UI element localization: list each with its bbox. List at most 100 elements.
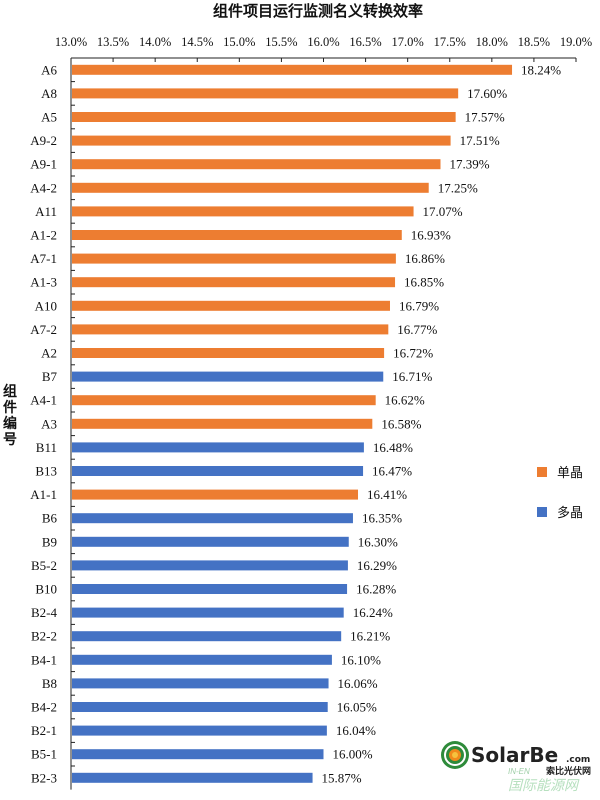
x-tick-label: 14.0% bbox=[139, 35, 171, 49]
x-tick-label: 15.5% bbox=[265, 35, 297, 49]
value-label: 16.72% bbox=[393, 346, 433, 361]
value-label: 16.93% bbox=[411, 228, 451, 243]
x-tick-label: 18.5% bbox=[518, 35, 550, 49]
x-tick-label: 16.0% bbox=[307, 35, 339, 49]
value-label: 16.41% bbox=[367, 487, 407, 502]
category-labels: A6 A8 A5 A9-2 A9-1 A4-2 A11 A1-2 A7-1 A1-3 A10 A7-2… bbox=[30, 62, 57, 785]
category-label: A3 bbox=[41, 416, 57, 431]
category-label: B4-1 bbox=[31, 652, 57, 667]
x-tick-label: 14.5% bbox=[181, 35, 213, 49]
x-tick-label: 13.5% bbox=[97, 35, 129, 49]
solarbe-watermark: SolarBe .com IN-EN 索比光伏网 国际能源网 bbox=[441, 741, 591, 794]
value-label: 17.57% bbox=[465, 110, 505, 125]
y-axis-label-char: 编 bbox=[3, 415, 17, 432]
x-tick-label: 19.0% bbox=[560, 35, 592, 49]
y-axis-label-char: 号 bbox=[3, 432, 17, 448]
value-label: 16.06% bbox=[338, 676, 378, 691]
category-label: A1-1 bbox=[30, 487, 57, 502]
bar-A7-2 bbox=[72, 324, 389, 335]
y-axis-label-char: 件 bbox=[3, 399, 17, 416]
value-label: 16.00% bbox=[333, 747, 373, 762]
bar-A1-2 bbox=[72, 230, 402, 240]
bar-B2-1 bbox=[72, 725, 327, 736]
bar-B5-2 bbox=[72, 560, 348, 571]
bar-A4-1 bbox=[72, 395, 376, 406]
bar-B2-2 bbox=[72, 631, 342, 642]
legend-label: 多晶 bbox=[557, 505, 583, 521]
value-label: 16.24% bbox=[353, 605, 393, 620]
bar-B11 bbox=[72, 442, 364, 453]
legend-swatch bbox=[537, 507, 547, 517]
value-label: 16.29% bbox=[357, 558, 397, 573]
value-label: 16.28% bbox=[356, 582, 396, 597]
bar-B8 bbox=[72, 678, 329, 689]
category-label: A7-2 bbox=[30, 322, 57, 337]
value-label: 16.35% bbox=[362, 511, 402, 526]
bar-A9-1 bbox=[72, 159, 441, 170]
bar-B10 bbox=[72, 584, 348, 594]
category-label: B9 bbox=[42, 534, 57, 549]
axes bbox=[70, 57, 577, 790]
bar-A7-1 bbox=[72, 253, 396, 264]
category-label: B2-2 bbox=[31, 629, 57, 644]
category-label: B10 bbox=[35, 582, 57, 597]
category-label: B2-1 bbox=[31, 723, 57, 738]
x-tick-label: 18.0% bbox=[476, 35, 508, 49]
category-label: A8 bbox=[41, 86, 57, 101]
bar-B9 bbox=[72, 536, 349, 547]
x-axis-ticks: 13.0% 13.5% 14.0% 14.5% 15.0% 15.5% 16.0% 16.5%… bbox=[55, 35, 592, 49]
x-tick-label: 13.0% bbox=[55, 35, 87, 49]
value-label: 16.04% bbox=[336, 723, 376, 738]
secondary-brand-cn: 国际能源网 bbox=[508, 778, 580, 794]
value-label: 16.30% bbox=[358, 534, 398, 549]
x-tick-label: 17.5% bbox=[434, 35, 466, 49]
category-label: A7-1 bbox=[30, 251, 57, 266]
value-label: 17.25% bbox=[438, 180, 478, 195]
category-label: B8 bbox=[42, 676, 57, 691]
value-label: 16.10% bbox=[341, 652, 381, 667]
bar-B2-4 bbox=[72, 607, 344, 618]
bar-A6 bbox=[72, 64, 513, 75]
bar-A10 bbox=[72, 300, 390, 311]
bar-A4-2 bbox=[72, 182, 429, 193]
brand-domain: .com bbox=[566, 755, 590, 765]
value-label: 17.60% bbox=[467, 86, 507, 101]
value-label: 17.39% bbox=[449, 157, 489, 172]
category-label: A9-1 bbox=[30, 157, 57, 172]
legend-label: 单晶 bbox=[557, 466, 583, 481]
value-label: 16.85% bbox=[404, 275, 444, 290]
category-label: B5-1 bbox=[31, 747, 57, 762]
category-label: A4-2 bbox=[30, 180, 57, 195]
chart-title: 组件项目运行监测名义转换效率 bbox=[213, 2, 423, 20]
category-label: A1-2 bbox=[30, 228, 57, 243]
bar-A9-2 bbox=[72, 135, 451, 146]
category-label: B6 bbox=[42, 511, 58, 526]
value-label: 16.62% bbox=[385, 393, 425, 408]
y-axis-label-char: 组 bbox=[3, 383, 17, 400]
value-label: 16.58% bbox=[381, 416, 421, 431]
category-label: A6 bbox=[41, 62, 57, 77]
category-label: A4-1 bbox=[30, 393, 57, 408]
value-label: 16.47% bbox=[372, 464, 412, 479]
category-label: A9-2 bbox=[30, 133, 57, 148]
bar-B2-3 bbox=[72, 772, 313, 783]
category-label: B11 bbox=[36, 440, 57, 455]
bar-A1-1 bbox=[72, 489, 359, 500]
bar-B5-1 bbox=[72, 749, 324, 760]
value-labels: 18.24% 17.60% 17.57% 17.51% 17.39% 17.25% 17.0… bbox=[322, 62, 562, 785]
value-label: 16.86% bbox=[405, 251, 445, 266]
value-label: 15.87% bbox=[322, 770, 362, 785]
category-label: A11 bbox=[35, 204, 57, 219]
category-label: A2 bbox=[41, 346, 57, 361]
bar-B4-2 bbox=[72, 702, 328, 712]
value-label: 16.77% bbox=[397, 322, 437, 337]
category-label: A5 bbox=[41, 110, 57, 125]
value-label: 17.51% bbox=[460, 133, 500, 148]
brand-subtitle: 索比光伏网 bbox=[546, 765, 591, 777]
value-label: 17.07% bbox=[423, 204, 463, 219]
category-label: B13 bbox=[35, 464, 57, 479]
category-label: A1-3 bbox=[30, 275, 57, 290]
x-tick-label: 16.5% bbox=[349, 35, 381, 49]
